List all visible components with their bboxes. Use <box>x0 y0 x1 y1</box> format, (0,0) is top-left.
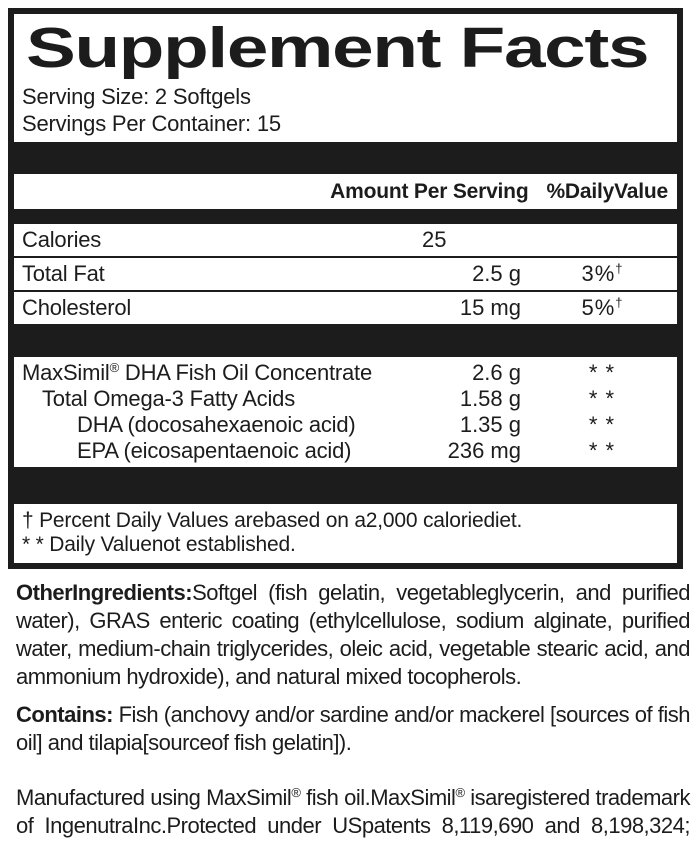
daily-value-header: %DailyValue <box>546 179 668 203</box>
footnote-dagger-text: Percent Daily Values arebased on a2,000 … <box>33 509 523 532</box>
section-divider-bar <box>14 324 677 357</box>
nutrient-name: Total Omega-3 Fatty Acids <box>42 386 295 411</box>
registered-mark: ® <box>291 785 301 800</box>
manufactured-text: Manufactured using MaxSimil <box>16 785 292 810</box>
nutrient-name: EPA (eicosapentaenoic acid) <box>77 438 352 463</box>
registered-mark: ® <box>109 360 120 375</box>
panel-title-text: Supplement Facts <box>26 16 649 80</box>
other-ingredients-paragraph: OtherIngredients:Softgel (fish gelatin, … <box>16 579 691 691</box>
other-ingredients-text: Softgel (fish gelatin, vegetableglycerin… <box>16 580 691 689</box>
row-omega3: Total Omega-3 Fatty Acids 1.58 g * * <box>14 386 677 412</box>
brand-name: MaxSimil <box>22 360 110 385</box>
footnote-asterisk-text: Daily Valuenot established. <box>43 533 296 556</box>
nutrient-name: Total Fat <box>22 261 105 286</box>
nutrient-amount: 25 <box>422 227 447 252</box>
nutrient-name-rest: DHA Fish Oil Concentrate <box>119 360 373 385</box>
nutrient-dv: * * <box>588 360 616 385</box>
nutrient-name: Cholesterol <box>22 295 132 320</box>
footnote-dagger: † Percent Daily Values arebased on a2,00… <box>22 509 669 533</box>
dagger-mark: † <box>22 509 34 532</box>
other-ingredients-label: OtherIngredients: <box>16 580 193 605</box>
nutrient-name: MaxSimil® DHA Fish Oil Concentrate <box>14 360 407 386</box>
supplement-facts-panel: Supplement Facts Serving Size: 2 Softgel… <box>8 8 683 569</box>
dv-value: 3% <box>581 261 616 286</box>
row-cholesterol: Cholesterol 15 mg 5%† <box>14 292 677 324</box>
nutrient-amount: 236 mg <box>447 438 521 463</box>
footnotes: † Percent Daily Values arebased on a2,00… <box>22 509 669 557</box>
nutrient-amount: 1.35 g <box>459 412 521 437</box>
nutrient-amount: 1.58 g <box>459 386 521 411</box>
row-epa: EPA (eicosapentaenoic acid) 236 mg * * <box>14 438 677 464</box>
nutrient-dv: 3%† <box>527 261 677 287</box>
serving-size: Serving Size: 2 Softgels <box>22 84 251 109</box>
registered-mark: ® <box>455 785 465 800</box>
manufactured-text: isaregistered trademark of IngenutraInc.… <box>16 785 691 845</box>
section-divider-bar <box>14 142 677 174</box>
row-fish-oil-concentrate: MaxSimil® DHA Fish Oil Concentrate 2.6 g… <box>14 360 677 386</box>
row-dha: DHA (docosahexaenoic acid) 1.35 g * * <box>14 412 677 438</box>
nutrient-dv: * * <box>588 386 616 411</box>
dagger-mark: † <box>615 295 623 310</box>
nutrient-amount: 15 mg <box>459 295 521 320</box>
nutrient-name: DHA (docosahexaenoic acid) <box>77 412 356 437</box>
row-total-fat: Total Fat 2.5 g 3%† <box>14 258 677 290</box>
contains-label: Contains: <box>16 702 113 727</box>
dagger-mark: † <box>615 261 623 276</box>
nutrient-dv: * * <box>588 412 616 437</box>
panel-title: Supplement Facts <box>26 17 677 79</box>
contains-paragraph: Contains: Fish (anchovy and/or sardine a… <box>16 701 691 757</box>
nutrient-dv: 5%† <box>527 295 677 321</box>
header-divider-bar <box>14 209 677 224</box>
nutrient-dv: * * <box>588 438 616 463</box>
footnote-asterisk: * * Daily Valuenot established. <box>22 533 669 557</box>
column-headers: Amount Per Serving %DailyValue <box>14 174 677 209</box>
row-separator <box>14 290 677 292</box>
serving-info: Serving Size: 2 Softgels Servings Per Co… <box>22 83 677 137</box>
manufactured-text: fish oil.MaxSimil <box>300 785 456 810</box>
servings-per-container: Servings Per Container: 15 <box>22 111 281 136</box>
dv-value: 5% <box>581 295 616 320</box>
nutrient-amount: 2.5 g <box>472 261 521 286</box>
row-calories: Calories 25 <box>14 224 677 256</box>
nutrient-name: Calories <box>22 227 102 252</box>
contains-text: Fish (anchovy and/or sardine and/or mack… <box>16 702 691 755</box>
amount-per-serving-header: Amount Per Serving <box>330 179 529 203</box>
asterisk-mark: * * <box>22 533 44 556</box>
row-separator <box>14 256 677 258</box>
section-divider-bar <box>14 467 677 504</box>
manufactured-paragraph: Manufactured using MaxSimil® fish oil.Ma… <box>16 779 691 845</box>
nutrient-amount: 2.6 g <box>472 360 521 385</box>
